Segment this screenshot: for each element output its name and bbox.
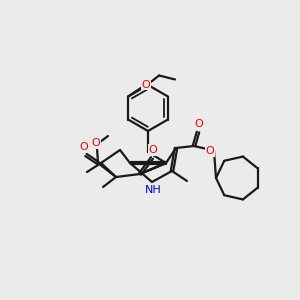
Text: O: O	[206, 146, 214, 156]
Text: O: O	[142, 80, 151, 89]
Text: O: O	[195, 119, 203, 129]
Text: O: O	[92, 138, 100, 148]
Text: O: O	[148, 145, 158, 155]
Text: O: O	[80, 142, 88, 152]
Text: NH: NH	[145, 185, 161, 195]
